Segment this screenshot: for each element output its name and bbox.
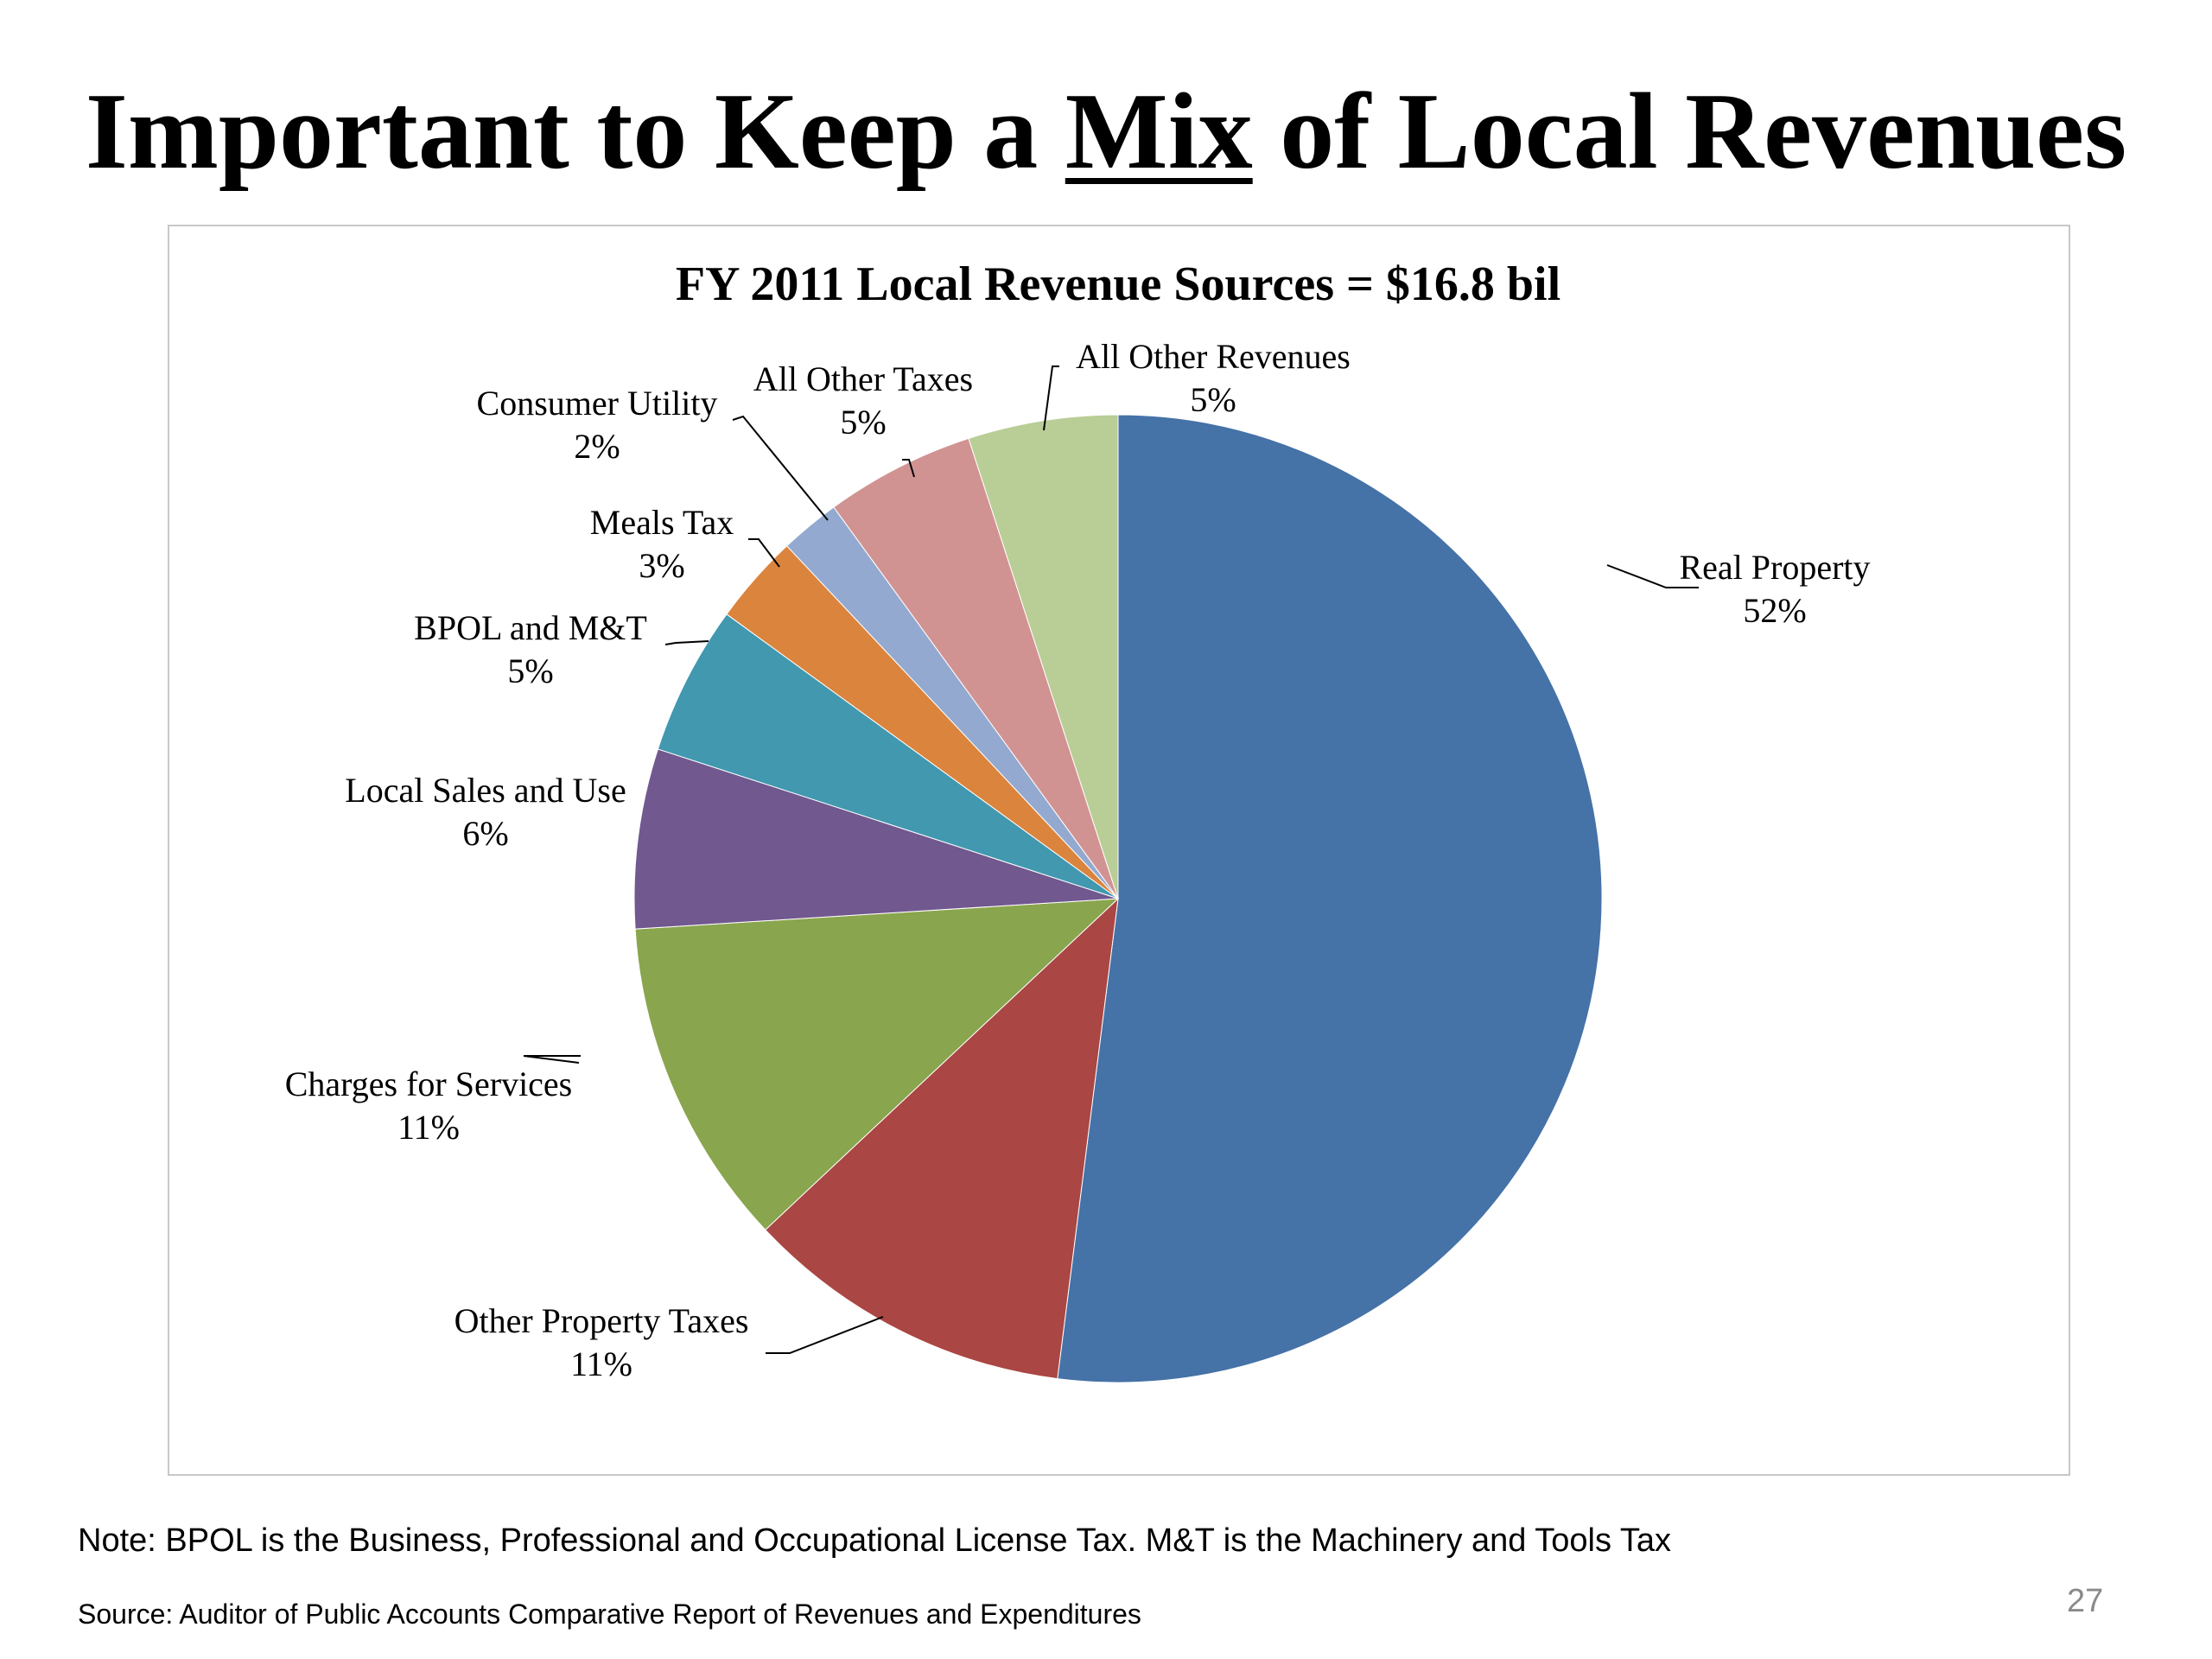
slide-title: Important to Keep a Mix of Local Revenue… (0, 59, 2212, 206)
pie-labels: Real Property 52% Other Property Taxes 11% C… (285, 337, 1871, 1383)
leader-line-bpol-and-mandt (664, 640, 709, 645)
slice-percent-other-property-taxes: 11% (570, 1344, 632, 1383)
slice-label-bpol-and-mandt: BPOL and M&T (414, 608, 647, 647)
pie-slices (633, 414, 1603, 1383)
page-number: 27 (2067, 1583, 2104, 1619)
slice-label-all-other-revenues: All Other Revenues (1076, 337, 1351, 376)
leader-line-real-property (1606, 564, 1699, 588)
slice-label-consumer-utility: Consumer Utility (477, 384, 718, 423)
pie-chart: FY 2011 Local Revenue Sources = $16.8 bi… (285, 257, 1871, 1383)
leader-line-consumer-utility (732, 415, 829, 521)
slice-percent-all-other-revenues: 5% (1190, 380, 1236, 419)
pie-slice-all-other-revenues (968, 414, 1119, 899)
slice-label-other-property-taxes: Other Property Taxes (454, 1301, 749, 1340)
slice-percent-consumer-utility: 2% (574, 427, 620, 466)
leader-line-other-property-taxes (766, 1316, 884, 1354)
chart-frame: FY 2011 Local Revenue Sources = $16.8 bi… (168, 225, 2070, 1476)
slice-label-real-property: Real Property (1679, 548, 1870, 587)
slice-label-all-other-taxes: All Other Taxes (753, 359, 973, 398)
slice-label-meals-tax: Meals Tax (590, 503, 734, 542)
footnote: Note: BPOL is the Business, Professional… (78, 1522, 1671, 1559)
pie-slice-real-property (1057, 414, 1603, 1383)
slice-label-local-sales-and-use: Local Sales and Use (345, 771, 626, 810)
leader-line-all-other-taxes (902, 459, 915, 478)
slice-percent-all-other-taxes: 5% (840, 403, 886, 442)
slice-percent-bpol-and-mandt: 5% (507, 652, 553, 690)
slice-percent-meals-tax: 3% (639, 546, 684, 585)
slice-percent-charges-for-services: 11% (397, 1108, 460, 1147)
chart-title: FY 2011 Local Revenue Sources = $16.8 bi… (676, 257, 1560, 311)
slice-percent-local-sales-and-use: 6% (462, 814, 508, 853)
pie-slice-local-sales-and-use (633, 748, 1119, 930)
pie-slice-charges-for-services (634, 898, 1120, 1231)
pie-slice-other-property-taxes (765, 897, 1119, 1380)
pie-slice-all-other-taxes (833, 437, 1119, 899)
slice-percent-real-property: 52% (1743, 591, 1806, 630)
source-note: Source: Auditor of Public Accounts Compa… (78, 1599, 1141, 1630)
title-part2: of Local Revenues (1252, 72, 2127, 192)
leader-line-all-other-revenues (1043, 365, 1059, 431)
leader-line-meals-tax (748, 538, 780, 568)
slice-label-charges-for-services: Charges for Services (285, 1065, 573, 1103)
title-mix: Mix (1065, 72, 1253, 192)
leader-line-charges-for-services (523, 1055, 581, 1064)
title-part1: Important to Keep a (85, 72, 1065, 192)
pie-slice-bpol-and-mandt (657, 613, 1119, 899)
